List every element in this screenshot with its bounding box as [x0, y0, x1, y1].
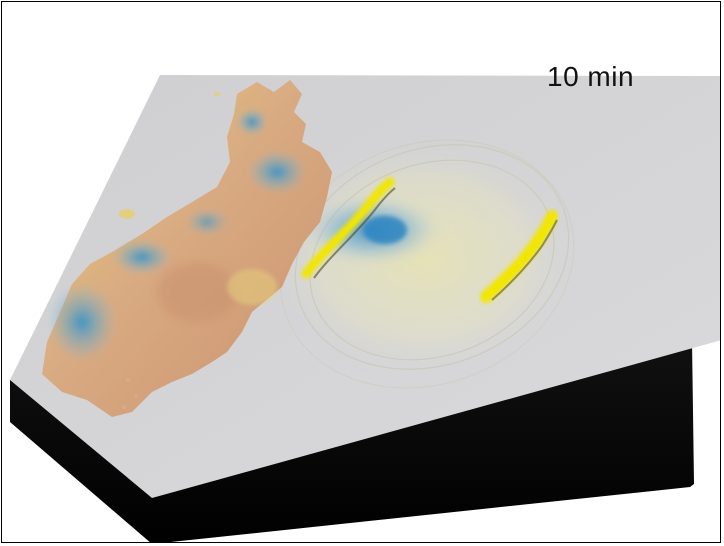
wave-crest-east — [480, 210, 558, 303]
elapsed-time-label: 10 min — [547, 61, 635, 92]
wave-crest-west — [301, 177, 395, 279]
land-terrain — [42, 80, 332, 417]
wave-trough-core — [363, 216, 407, 244]
wave-crest-west-shadow — [313, 187, 396, 279]
wave-crest-east-shadow — [491, 219, 558, 301]
